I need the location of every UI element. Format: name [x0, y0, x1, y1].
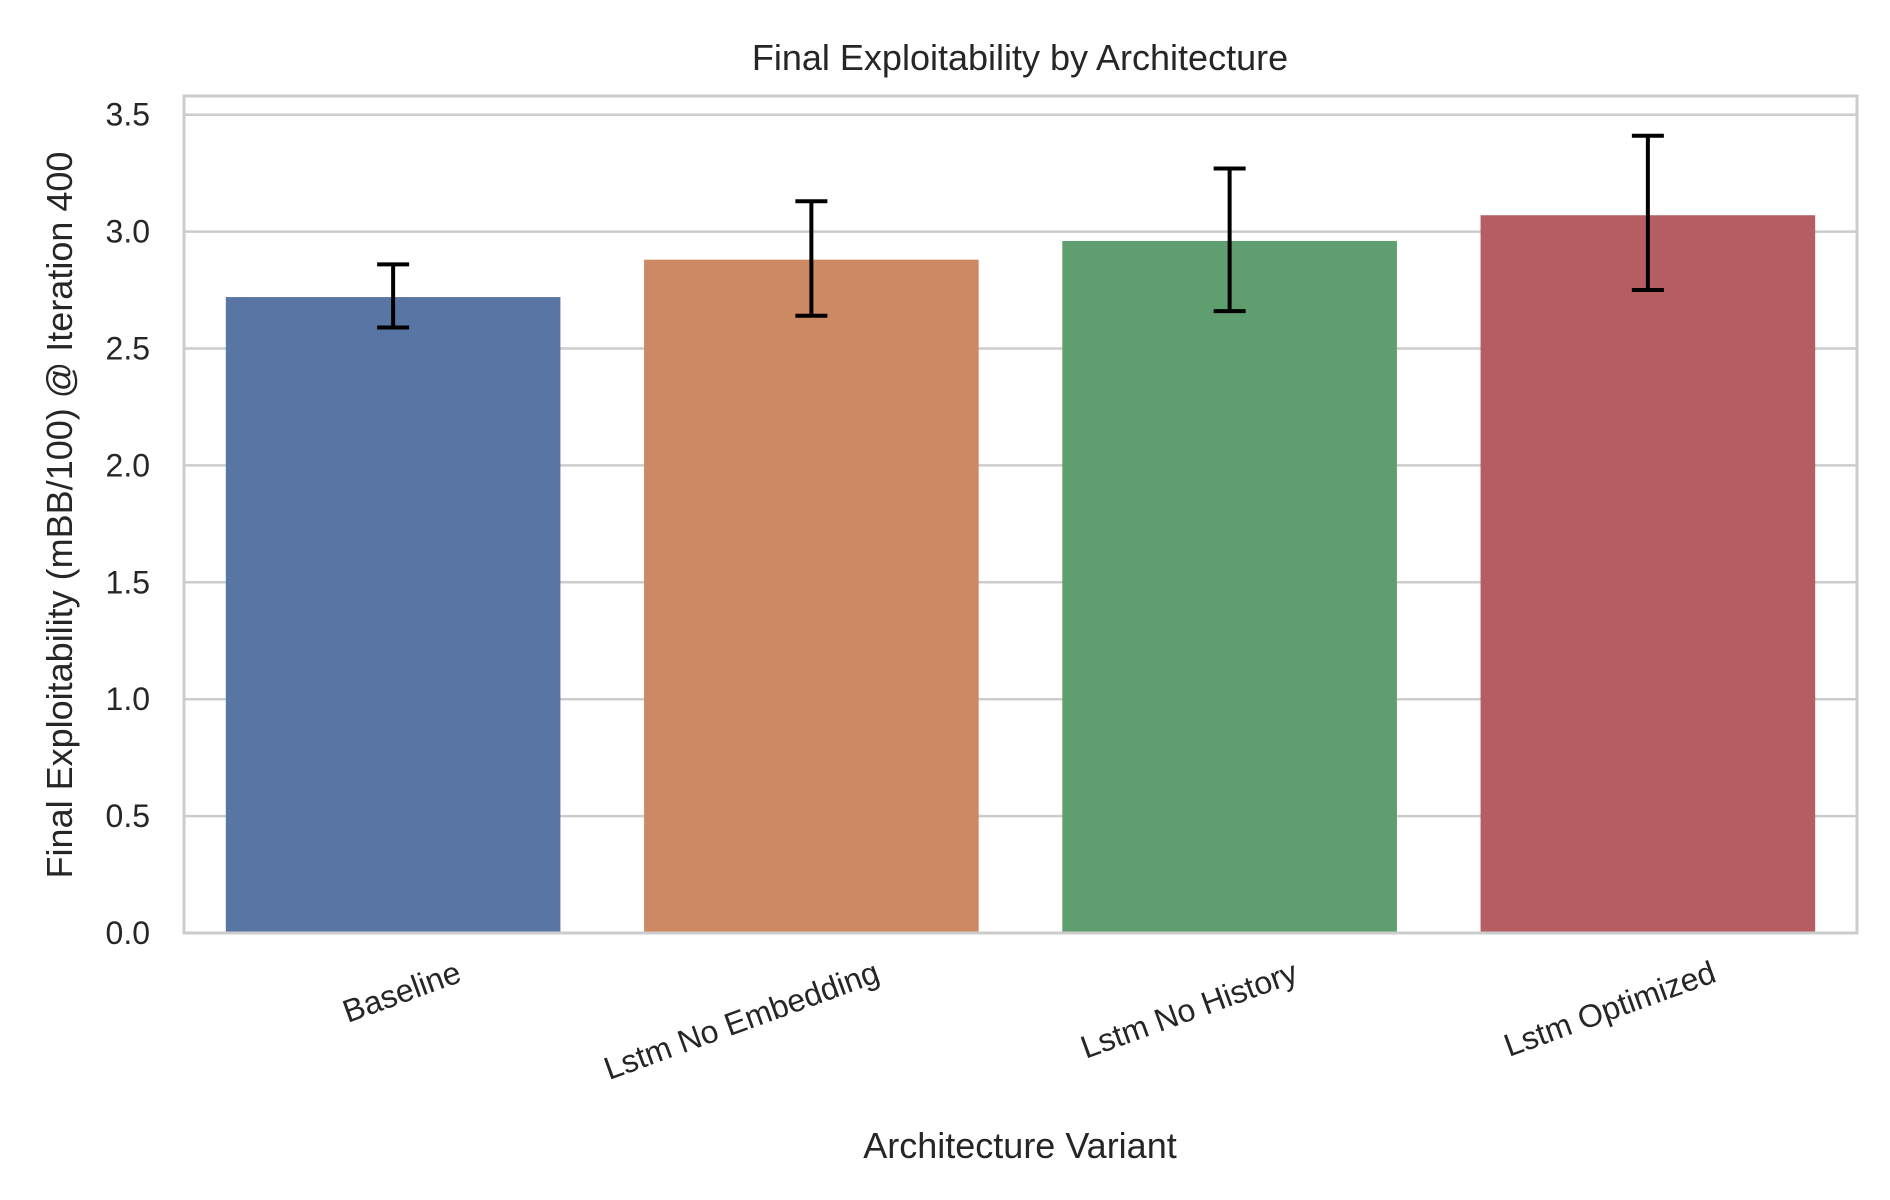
y-tick-label: 2.5	[106, 331, 150, 367]
chart-title: Final Exploitability by Architecture	[752, 37, 1288, 78]
x-tick-label: Lstm No Embedding	[599, 954, 884, 1087]
bar	[1062, 240, 1397, 933]
y-tick-label: 2.0	[106, 447, 150, 483]
y-axis-label: Final Exploitability (mBB/100) @ Iterati…	[39, 152, 80, 879]
plot-frame	[182, 94, 1859, 935]
y-tick-label: 3.5	[106, 97, 150, 133]
x-axis-label: Architecture Variant	[863, 1125, 1176, 1166]
bars	[225, 215, 1816, 934]
bar	[644, 259, 979, 934]
bar	[225, 297, 561, 934]
x-tick-label: Lstm No History	[1076, 954, 1302, 1066]
y-tick-label: 0.0	[106, 915, 150, 951]
bar	[1480, 215, 1816, 933]
y-tick-label: 1.0	[106, 681, 150, 717]
y-tick-label: 1.5	[106, 564, 150, 600]
y-tick-labels: 0.0 0.5 1.0 1.5 2.0 2.5 3.0 3.5	[106, 97, 150, 951]
y-tick-label: 0.5	[106, 798, 150, 834]
y-tick-label: 3.0	[106, 214, 150, 250]
x-tick-label: Baseline	[338, 954, 466, 1030]
x-tick-labels: Baseline Lstm No Embedding Lstm No History…	[338, 954, 1720, 1087]
error-bars	[377, 133, 1664, 330]
x-tick-label: Lstm Optimized	[1499, 954, 1720, 1064]
